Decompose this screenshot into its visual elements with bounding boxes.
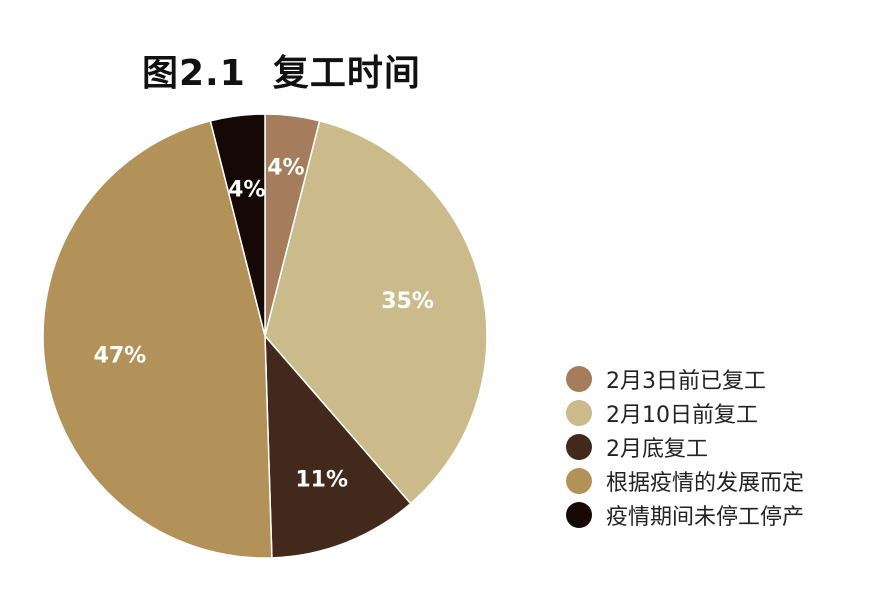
legend-item: 2月10日前复工 xyxy=(566,396,886,430)
legend-label: 2月10日前复工 xyxy=(606,403,758,428)
legend-label: 2月3日前已复工 xyxy=(606,369,766,394)
legend-label: 疫情期间未停工停产 xyxy=(606,505,805,530)
legend-item: 2月底复工 xyxy=(566,430,886,464)
legend-swatch xyxy=(566,434,592,460)
legend-item: 2月3日前已复工 xyxy=(566,362,886,396)
legend-swatch xyxy=(566,468,592,494)
legend-item: 疫情期间未停工停产 xyxy=(566,498,886,532)
legend-swatch xyxy=(566,366,592,392)
pie-slice xyxy=(264,119,488,505)
pie-slice xyxy=(42,119,273,559)
legend-label: 2月底复工 xyxy=(606,437,708,462)
legend-label: 根据疫情的发展而定 xyxy=(606,471,805,496)
legend: 2月3日前已复工 2月10日前复工 2月底复工根据疫情的发展而定 疫情期间未停工停产 xyxy=(566,362,886,532)
slice-data-label: 4% xyxy=(267,156,304,181)
slice-data-label: 47% xyxy=(94,343,147,368)
slice-data-label: 11% xyxy=(295,468,348,493)
legend-swatch xyxy=(566,502,592,528)
legend-swatch xyxy=(566,400,592,426)
legend-item: 根据疫情的发展而定 xyxy=(566,464,886,498)
chart-title: 图2.1 复工时间 xyxy=(142,53,421,94)
pie-slice xyxy=(209,113,266,337)
pie-slice xyxy=(264,333,412,559)
slice-data-label: 35% xyxy=(381,289,434,314)
slice-data-label: 4% xyxy=(228,178,265,203)
